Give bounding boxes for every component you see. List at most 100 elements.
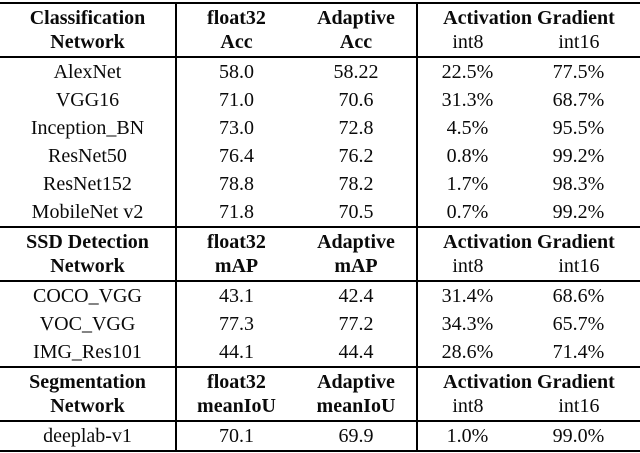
- int-sublabels: int8 int16: [418, 394, 640, 418]
- float32-cell: 43.1: [219, 284, 254, 307]
- network-cell: VOC_VGG: [0, 310, 177, 338]
- int8-cell: 0.8%: [446, 144, 489, 167]
- network-cell: Inception_BN: [0, 114, 177, 142]
- activation-gradient-header-cell: Activation Gradient int8 int16: [417, 226, 640, 282]
- adaptive-label: Adaptive: [317, 231, 395, 253]
- adaptive-label: Adaptive: [317, 7, 395, 29]
- adaptive-cell: 44.4: [296, 338, 418, 367]
- network-cell: COCO_VGG: [0, 281, 177, 310]
- int8-cell: 31.3%: [441, 88, 494, 111]
- float32-label: float32: [207, 231, 266, 253]
- section-title-line1: Classification: [29, 7, 146, 29]
- network-header-cell: SSD Detection Network: [0, 226, 177, 282]
- section-title-line2: Network: [50, 255, 125, 277]
- adaptive-cell: 77.2: [296, 310, 418, 338]
- int8-label: int8: [452, 395, 484, 417]
- int8-cell: 34.3%: [441, 312, 494, 335]
- network-cell: ResNet152: [0, 170, 177, 198]
- int8-cell: 0.7%: [446, 200, 489, 223]
- float32-header-cell: float32 Acc: [176, 2, 296, 58]
- adaptive-metric-label: mAP: [334, 255, 378, 277]
- activation-gradient-label: Activation Gradient: [443, 7, 615, 29]
- float32-cell: 70.1: [219, 424, 254, 447]
- adaptive-header-cell: Adaptive meanIoU: [296, 366, 418, 422]
- section-title-line1: SSD Detection: [26, 231, 149, 253]
- int16-cell: 99.2%: [552, 200, 605, 223]
- float32-cell: 71.0: [219, 88, 254, 111]
- adaptive-cell: 69.9: [296, 421, 418, 451]
- int16-cell: 71.4%: [552, 340, 605, 363]
- int16-cell: 68.6%: [552, 284, 605, 307]
- adaptive-cell: 76.2: [296, 142, 418, 170]
- float32-metric-label: mAP: [214, 255, 259, 277]
- int8-cell: 1.0%: [446, 424, 489, 447]
- network-cell: MobileNet v2: [0, 198, 177, 227]
- table-row: IMG_Res101 44.1 44.4 28.6% 71.4%: [0, 338, 640, 367]
- adaptive-header-cell: Adaptive mAP: [296, 226, 418, 282]
- adaptive-metric-label: meanIoU: [316, 395, 396, 417]
- int16-cell: 99.2%: [552, 144, 605, 167]
- section-header-classification: Classification Network float32 Acc Adapt…: [0, 2, 640, 58]
- activation-gradient-header-cell: Activation Gradient int8 int16: [417, 2, 640, 58]
- network-header-cell: Classification Network: [0, 2, 177, 58]
- adaptive-label: Adaptive: [317, 371, 395, 393]
- int16-cell: 99.0%: [552, 424, 605, 447]
- float32-cell: 44.1: [219, 340, 254, 363]
- float32-header-cell: float32 mAP: [176, 226, 296, 282]
- adaptive-cell: 70.6: [296, 86, 418, 114]
- float32-label: float32: [207, 7, 266, 29]
- section-header-segmentation: Segmentation Network float32 meanIoU Ada…: [0, 366, 640, 422]
- float32-cell: 77.3: [219, 312, 254, 335]
- float32-cell: 58.0: [219, 60, 254, 83]
- network-cell: IMG_Res101: [0, 338, 177, 367]
- network-header-cell: Segmentation Network: [0, 366, 177, 422]
- int8-cell: 31.4%: [441, 284, 494, 307]
- section-title-line2: Network: [50, 395, 125, 417]
- int8-label: int8: [452, 255, 484, 277]
- float32-label: float32: [207, 371, 266, 393]
- float32-header-cell: float32 meanIoU: [176, 366, 296, 422]
- int16-label: int16: [558, 255, 600, 277]
- adaptive-cell: 78.2: [296, 170, 418, 198]
- float32-metric-label: meanIoU: [197, 395, 276, 417]
- float32-cell: 73.0: [219, 116, 254, 139]
- table-row: COCO_VGG 43.1 42.4 31.4% 68.6%: [0, 281, 640, 310]
- int16-cell: 65.7%: [552, 312, 605, 335]
- table-row: deeplab-v1 70.1 69.9 1.0% 99.0%: [0, 421, 640, 451]
- table-row: Inception_BN 73.0 72.8 4.5% 95.5%: [0, 114, 640, 142]
- table-row: ResNet152 78.8 78.2 1.7% 98.3%: [0, 170, 640, 198]
- int16-label: int16: [558, 395, 600, 417]
- adaptive-cell: 42.4: [296, 281, 418, 310]
- int-sublabels: int8 int16: [418, 254, 640, 278]
- activation-gradient-label: Activation Gradient: [443, 231, 615, 253]
- adaptive-cell: 70.5: [296, 198, 418, 227]
- table-row: VGG16 71.0 70.6 31.3% 68.7%: [0, 86, 640, 114]
- table-row: ResNet50 76.4 76.2 0.8% 99.2%: [0, 142, 640, 170]
- int8-cell: 4.5%: [446, 116, 489, 139]
- int16-label: int16: [558, 31, 600, 53]
- float32-cell: 78.8: [219, 172, 254, 195]
- network-cell: AlexNet: [0, 57, 177, 86]
- float32-cell: 71.8: [219, 200, 254, 223]
- activation-gradient-header-cell: Activation Gradient int8 int16: [417, 366, 640, 422]
- int16-cell: 95.5%: [552, 116, 605, 139]
- network-cell: VGG16: [0, 86, 177, 114]
- adaptive-header-cell: Adaptive Acc: [296, 2, 418, 58]
- adaptive-metric-label: Acc: [339, 31, 373, 53]
- section-title-line1: Segmentation: [29, 371, 146, 393]
- adaptive-cell: 58.22: [296, 57, 418, 86]
- int8-cell: 28.6%: [441, 340, 494, 363]
- activation-gradient-label: Activation Gradient: [443, 371, 615, 393]
- int16-cell: 98.3%: [552, 172, 605, 195]
- float32-cell: 76.4: [219, 144, 254, 167]
- table-row: VOC_VGG 77.3 77.2 34.3% 65.7%: [0, 310, 640, 338]
- network-cell: deeplab-v1: [0, 421, 177, 451]
- section-title-line2: Network: [50, 31, 125, 53]
- int8-cell: 1.7%: [446, 172, 489, 195]
- section-header-ssd-detection: SSD Detection Network float32 mAP Adapti…: [0, 226, 640, 282]
- int8-label: int8: [452, 31, 484, 53]
- int16-cell: 68.7%: [552, 88, 605, 111]
- int-sublabels: int8 int16: [418, 30, 640, 54]
